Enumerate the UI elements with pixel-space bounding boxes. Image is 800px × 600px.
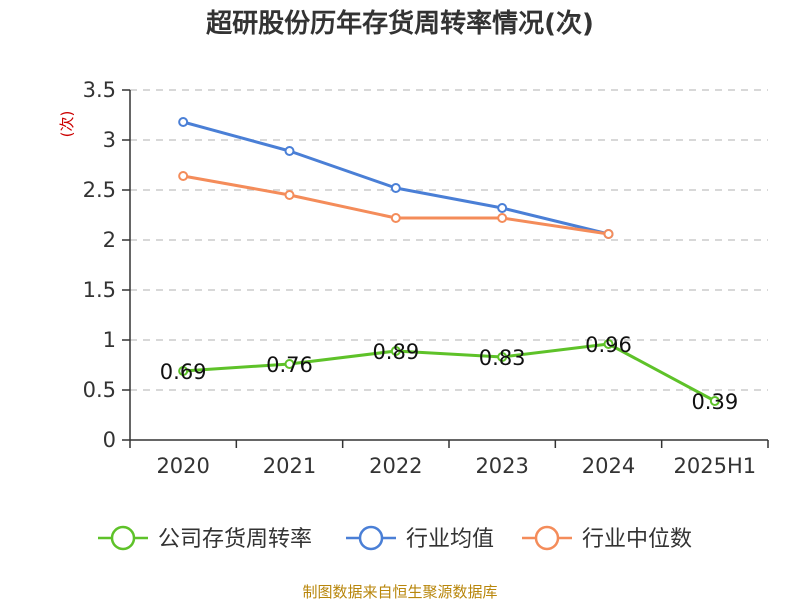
data-label: 0.69 <box>160 360 207 384</box>
legend-label: 行业中位数 <box>582 527 692 552</box>
data-point <box>709 396 720 406</box>
legend-label: 公司存货周转率 <box>158 527 312 552</box>
data-point <box>284 190 295 200</box>
data-point <box>284 146 295 156</box>
data-point <box>603 229 614 239</box>
data-point <box>178 366 189 376</box>
x-tick-label: 2022 <box>369 454 422 478</box>
data-point <box>178 171 189 181</box>
legend-item[interactable]: 行业均值 <box>346 525 494 552</box>
x-tick-label: 2021 <box>263 454 316 478</box>
chart-title: 超研股份历年存货周转率情况(次) <box>206 8 594 39</box>
data-point <box>497 213 508 223</box>
series-line <box>183 342 716 403</box>
x-tick-label: 2023 <box>475 454 528 478</box>
data-labels: 0.69 0.76 0.89 0.83 0.96 0.39 <box>160 333 738 414</box>
grid-lines <box>130 89 768 391</box>
data-point <box>390 183 401 193</box>
data-point <box>497 203 508 213</box>
legend-marker-icon <box>534 525 560 551</box>
data-point <box>390 213 401 223</box>
legend-item[interactable]: 公司存货周转率 <box>98 525 312 552</box>
legend-marker-icon <box>358 525 384 551</box>
legend: 公司存货周转率 行业均值 行业中位数 <box>98 525 692 552</box>
x-tick-label: 2024 <box>582 454 635 478</box>
y-tick-label: 2.5 <box>83 178 116 202</box>
y-tick-label: 0.5 <box>83 378 116 402</box>
y-tick-label: 3.5 <box>83 78 116 102</box>
data-point <box>390 346 401 356</box>
legend-marker-icon <box>110 525 136 551</box>
axes: 0 0.5 1 1.5 2 2.5 3 3.5 2020 2021 2022 2023 2024 2025… <box>83 78 769 478</box>
y-axis-unit-label: (次) <box>58 111 76 138</box>
data-point <box>603 339 614 349</box>
data-point <box>284 359 295 369</box>
y-tick-label: 2 <box>103 228 116 252</box>
data-label: 0.76 <box>266 353 313 377</box>
source-note: 制图数据来自恒生聚源数据库 <box>302 583 497 600</box>
data-label: 0.89 <box>372 340 419 364</box>
y-tick-label: 1.5 <box>83 278 116 302</box>
data-label: 0.96 <box>585 333 632 357</box>
series-lines <box>178 117 720 406</box>
data-label: 0.83 <box>479 346 526 370</box>
legend-item[interactable]: 行业中位数 <box>522 525 692 552</box>
y-tick-label: 3 <box>103 128 116 152</box>
data-point <box>497 352 508 362</box>
data-point <box>178 117 189 127</box>
x-tick-label: 2025H1 <box>674 454 757 478</box>
y-tick-label: 0 <box>103 428 116 452</box>
legend-label: 行业均值 <box>406 527 494 552</box>
x-tick-label: 2020 <box>156 454 209 478</box>
data-label: 0.39 <box>691 390 738 414</box>
y-tick-label: 1 <box>103 328 116 352</box>
